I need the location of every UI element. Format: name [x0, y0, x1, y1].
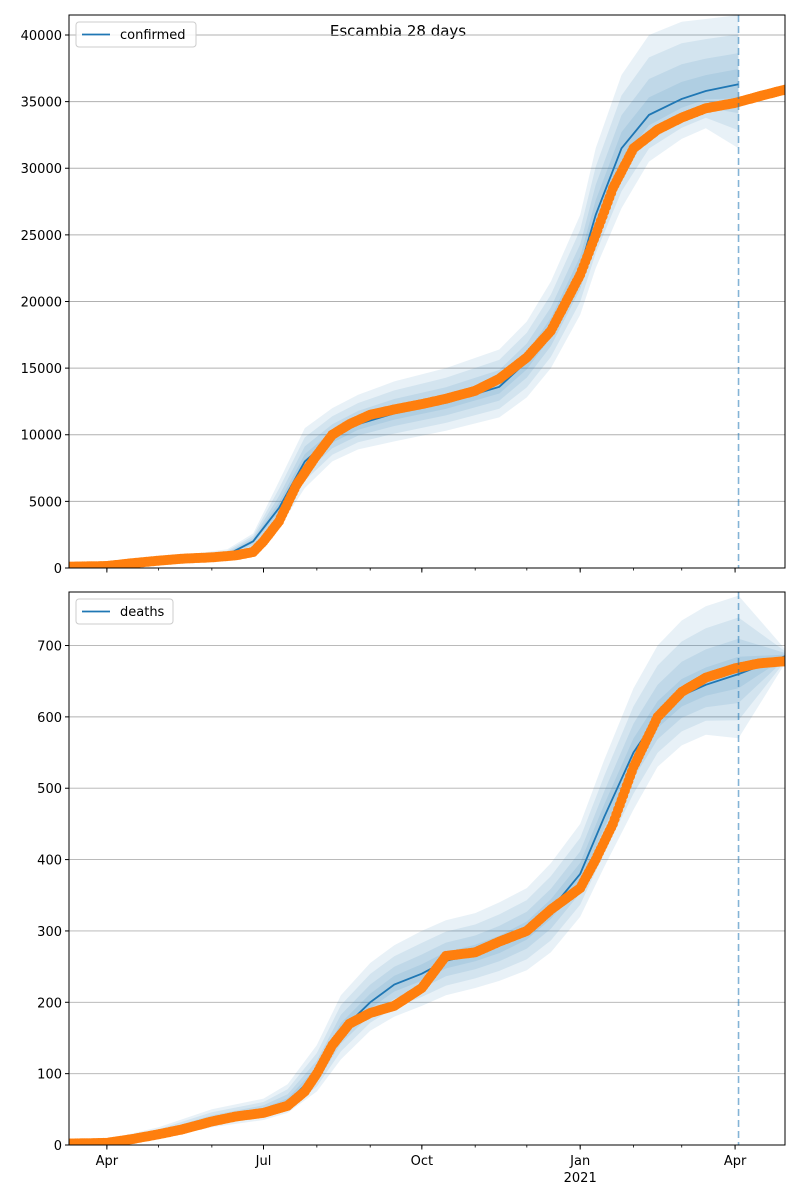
x-tick-label: Oct	[411, 1154, 433, 1169]
confirmed-panel: 0 5000 10000 15000 20000 25000 30000 35000 40000…	[21, 14, 786, 577]
y-tick-label: 0	[54, 1139, 62, 1154]
y-tick-label: 25000	[21, 229, 62, 244]
y-tick-label: 35000	[21, 96, 62, 111]
x-year-label: 2021	[564, 1171, 597, 1186]
y-tick-label: 600	[37, 711, 62, 726]
legend-box	[75, 21, 197, 48]
x-tick-label: Apr	[96, 1154, 119, 1169]
y-tick-label: 400	[37, 854, 62, 869]
y-tick-label: 20000	[21, 295, 62, 310]
observed-point	[780, 84, 785, 95]
plot-area	[69, 15, 785, 568]
legend: deaths	[75, 598, 174, 625]
axes-frame	[68, 14, 786, 569]
axes-frame	[68, 591, 786, 1146]
uncertainty-band	[69, 34, 739, 568]
uncertainty-band	[69, 15, 739, 568]
legend-label: deaths	[120, 605, 165, 620]
y-tick-label: 500	[37, 782, 62, 797]
y-tick-label: 100	[37, 1068, 62, 1083]
legend-box	[75, 598, 174, 625]
x-tick-label: Jan	[569, 1154, 590, 1169]
y-tick-label: 5000	[29, 495, 62, 510]
legend-label: confirmed	[120, 28, 186, 43]
deaths-panel: 0 100 200 300 400 500 600 700 Apr Jul Oct Jan 2021 Ap…	[37, 591, 786, 1186]
chart-title: Escambia 28 days	[330, 22, 466, 40]
y-tick-label: 700	[37, 640, 62, 655]
y-tick-label: 15000	[21, 362, 62, 377]
x-tick-label: Apr	[724, 1154, 747, 1169]
y-tick-label: 300	[37, 925, 62, 940]
y-tick-label: 40000	[21, 29, 62, 44]
legend: confirmed	[75, 21, 197, 48]
uncertainty-band	[69, 638, 785, 1145]
x-tick-label: Jul	[255, 1154, 272, 1169]
uncertainty-band	[69, 595, 785, 1145]
y-tick-label: 0	[54, 562, 62, 577]
y-tick-label: 10000	[21, 429, 62, 444]
y-tick-label: 30000	[21, 162, 62, 177]
observed-point	[780, 656, 785, 667]
plot-area	[69, 595, 785, 1145]
y-tick-label: 200	[37, 996, 62, 1011]
